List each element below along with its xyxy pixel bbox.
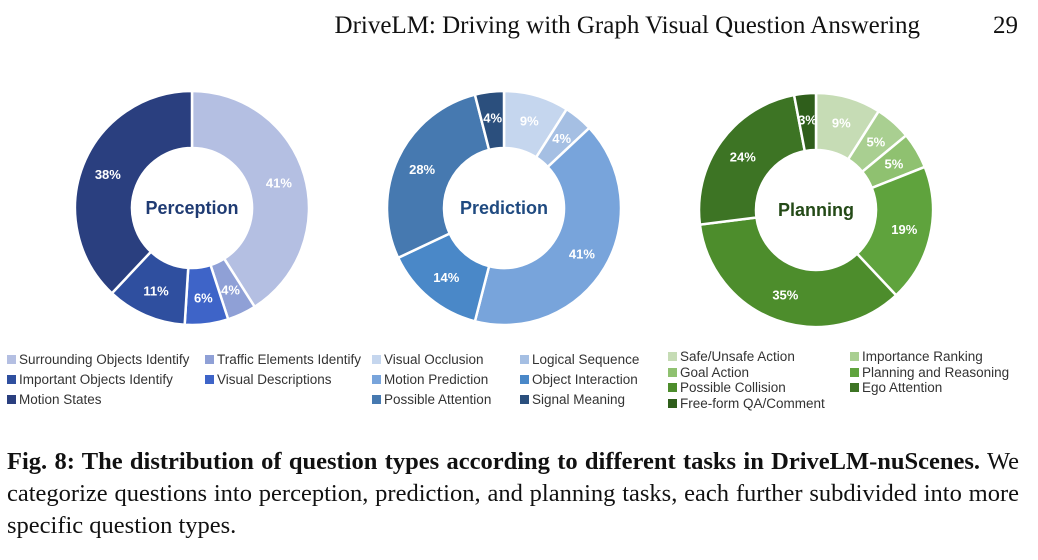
legend-swatch [372, 374, 381, 384]
slice-label-logical-sequence: 4% [552, 131, 571, 146]
slice-label-safe-unsafe-action: 9% [832, 116, 851, 131]
perception-center-label: Perception [145, 198, 238, 218]
legend-label: Motion States [19, 391, 102, 407]
legend-label: Free-form QA/Comment [680, 395, 825, 411]
slice-signal-meaning [473, 89, 506, 152]
slice-motion-prediction [473, 126, 623, 327]
perception-donut: 41% 4% 6% 11% 38% Perception [73, 89, 311, 327]
legend-label: Possible Collision [680, 380, 786, 396]
legend-swatch [205, 354, 214, 364]
planning-legend: Safe/Unsafe Action Importance Ranking Goal… [668, 349, 1030, 411]
slice-surrounding-objects-identify [190, 89, 311, 309]
legend-item-importance-ranking: Importance Ranking [850, 349, 1030, 365]
legend-label: Goal Action [680, 364, 750, 380]
legend-item-traffic-elements-identify: Traffic Elements Identify [205, 349, 375, 369]
page-number: 29 [993, 12, 1018, 39]
prediction-legend: Visual Occlusion Logical Sequence Motion P… [372, 349, 660, 409]
legend-label: Motion Prediction [384, 371, 489, 387]
legend-label: Ego Attention [862, 380, 943, 396]
legend-label: Logical Sequence [532, 351, 640, 367]
legend-swatch [668, 367, 677, 377]
legend-item-visual-occlusion: Visual Occlusion [372, 349, 520, 369]
legend-swatch [850, 352, 859, 362]
legend-item-visual-descriptions: Visual Descriptions [205, 369, 375, 389]
legend-label: Surrounding Objects Identify [19, 351, 190, 367]
prediction-donut: 9% 4% 41% 14% 28% 4% Prediction [385, 89, 623, 327]
slice-motion-states [73, 89, 194, 296]
slice-label-signal-meaning: 4% [483, 111, 502, 126]
slice-possible-collision [698, 216, 898, 329]
legend-label: Safe/Unsafe Action [680, 349, 795, 365]
slice-label-ego-attention: 24% [730, 149, 756, 164]
legend-item-object-interaction: Object Interaction [520, 369, 660, 389]
legend-swatch [7, 394, 16, 404]
slice-possible-attention [385, 93, 491, 260]
caption-text: We categorize questions into perception,… [7, 448, 1019, 539]
legend-label: Visual Occlusion [384, 351, 484, 367]
slice-label-visual-descriptions: 6% [194, 290, 213, 305]
legend-swatch [520, 354, 529, 364]
legend-item-possible-collision: Possible Collision [668, 380, 850, 396]
slice-free-form-qa-comment [792, 91, 818, 153]
legend-label: Traffic Elements Identify [217, 351, 362, 367]
legend-item-signal-meaning: Signal Meaning [520, 389, 660, 409]
legend-label: Planning and Reasoning [862, 364, 1010, 380]
slice-label-object-interaction: 14% [433, 270, 459, 285]
planning-donut: 9% 5% 5% 19% 35% 24% 3% Planning [697, 91, 935, 329]
slice-label-goal-action: 5% [884, 156, 903, 171]
legend-swatch [520, 374, 529, 384]
running-title: DriveLM: Driving with Graph Visual Quest… [334, 12, 920, 39]
legend-swatch [850, 383, 859, 393]
legend-item-safe-unsafe-action: Safe/Unsafe Action [668, 349, 850, 365]
slice-label-important-objects-identify: 11% [143, 284, 169, 299]
legend-item-important-objects-identify: Important Objects Identify [7, 369, 205, 389]
slice-label-planning-and-reasoning: 19% [891, 222, 917, 237]
slice-label-importance-ranking: 5% [866, 135, 885, 150]
legend-label: Important Objects Identify [19, 371, 173, 387]
legend-swatch [520, 394, 529, 404]
figure-caption: Fig. 8: The distribution of question typ… [7, 446, 1019, 542]
perception-legend: Surrounding Objects Identify Traffic Elem… [7, 349, 375, 409]
slice-label-possible-attention: 28% [409, 162, 435, 177]
donut-charts: 41% 4% 6% 11% 38% Perception 9% 4% 41% 14% 28% 4% Pr… [73, 89, 935, 329]
legend-swatch [372, 394, 381, 404]
legend-swatch [668, 398, 677, 408]
legend-label: Object Interaction [532, 371, 638, 387]
legend-label: Signal Meaning [532, 391, 626, 407]
legend-item-goal-action: Goal Action [668, 365, 850, 381]
legend-label: Importance Ranking [862, 349, 983, 365]
slice-label-possible-collision: 35% [772, 288, 798, 303]
figure-label: Fig. 8: The distribution of question typ… [7, 448, 981, 475]
page-header: DriveLM: Driving with Graph Visual Quest… [0, 12, 1038, 42]
slice-label-visual-occlusion: 9% [520, 114, 539, 129]
slice-label-surrounding-objects-identify: 41% [266, 175, 292, 190]
slice-ego-attention [697, 93, 807, 227]
legend-item-free-form-qa-comment: Free-form QA/Comment [668, 396, 850, 412]
legend-swatch [7, 354, 16, 364]
planning-center-label: Planning [778, 200, 854, 220]
legend-swatch [850, 367, 859, 377]
legend-item-logical-sequence: Logical Sequence [520, 349, 660, 369]
slice-label-traffic-elements-identify: 4% [221, 282, 240, 297]
legend-label: Possible Attention [384, 391, 492, 407]
legend-item-motion-states: Motion States [7, 389, 205, 409]
legend-item-ego-attention: Ego Attention [850, 380, 1030, 396]
legend-swatch [205, 374, 214, 384]
legend-swatch [668, 383, 677, 393]
legend-item-possible-attention: Possible Attention [372, 389, 520, 409]
legend-label: Visual Descriptions [217, 371, 332, 387]
legend-item-planning-and-reasoning: Planning and Reasoning [850, 365, 1030, 381]
legend-item-surrounding-objects-identify: Surrounding Objects Identify [7, 349, 205, 369]
prediction-center-label: Prediction [460, 198, 548, 218]
slice-label-motion-prediction: 41% [569, 247, 595, 262]
legend-swatch [7, 374, 16, 384]
legend-item-motion-prediction: Motion Prediction [372, 369, 520, 389]
legend-swatch [372, 354, 381, 364]
slice-label-motion-states: 38% [95, 167, 121, 182]
slice-label-free-form-qa-comment: 3% [798, 112, 817, 127]
legend-swatch [668, 352, 677, 362]
